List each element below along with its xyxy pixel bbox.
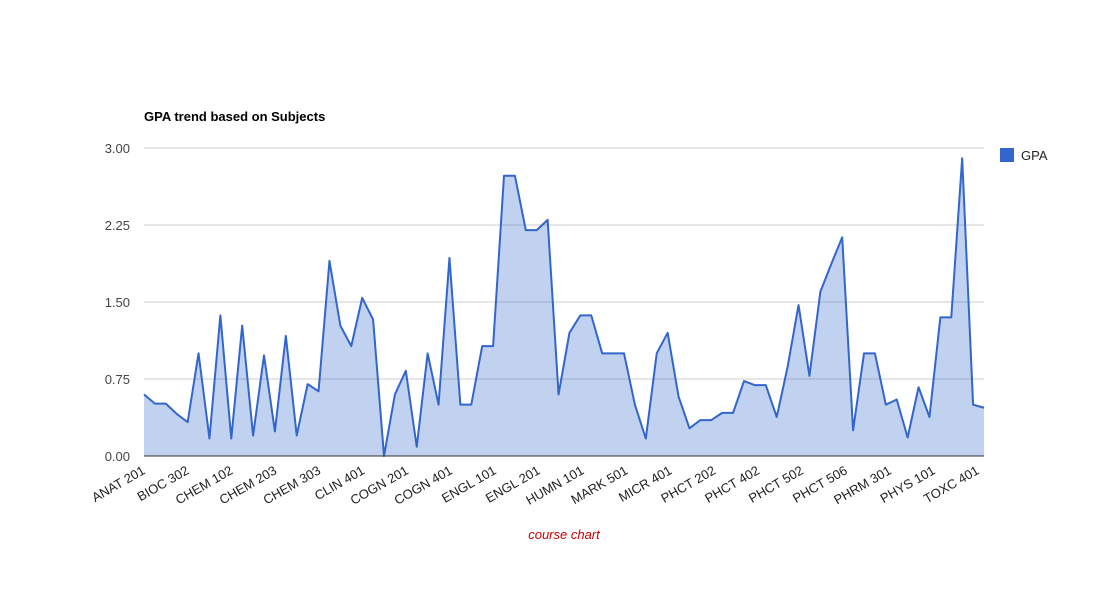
y-axis-ticks: 0.00 0.75 1.50 2.25 3.00 <box>105 141 130 464</box>
legend-swatch <box>1000 148 1014 162</box>
gridlines <box>144 147 984 380</box>
y-tick-label: 3.00 <box>105 141 130 156</box>
y-tick-label: 2.25 <box>105 218 130 233</box>
plot-area <box>143 157 985 457</box>
y-tick-label: 0.75 <box>105 372 130 387</box>
y-tick-label: 0.00 <box>105 449 130 464</box>
chart-title: GPA trend based on Subjects <box>144 109 325 124</box>
x-axis-label: course chart <box>528 527 601 542</box>
legend[interactable]: GPA <box>1000 148 1048 163</box>
gpa-area <box>144 158 984 456</box>
gpa-series-line[interactable] <box>143 157 985 457</box>
y-tick-label: 1.50 <box>105 295 130 310</box>
legend-label: GPA <box>1021 148 1048 163</box>
